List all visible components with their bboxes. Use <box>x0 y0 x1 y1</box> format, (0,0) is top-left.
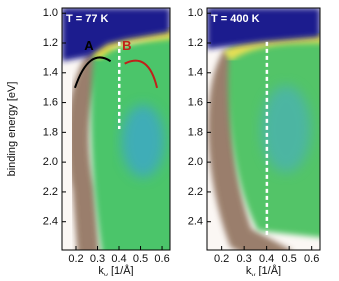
annotation: A <box>84 38 94 53</box>
map-cyan <box>121 104 165 178</box>
y-axis-label: binding energy [eV] <box>6 82 18 177</box>
y-tick-label: 2.0 <box>188 156 203 168</box>
y-tick-label: 2.4 <box>43 216 58 228</box>
band-dark <box>207 49 292 250</box>
panel-title: T = 77 K <box>66 13 109 25</box>
x-axis-label-part: y <box>251 271 255 276</box>
y-tick-label: 1.4 <box>43 67 58 79</box>
x-tick-label: 0.3 <box>90 253 105 265</box>
map-blue <box>207 8 320 50</box>
arc-b <box>124 59 159 89</box>
x-tick-label: 0.6 <box>154 253 169 265</box>
y-tick-label: 2.0 <box>43 156 58 168</box>
x-tick-label: 0.4 <box>111 253 126 265</box>
plot-frame <box>206 7 321 251</box>
plot-frame <box>61 7 171 251</box>
x-axis-label-part: k <box>98 265 104 276</box>
y-tick-label: 1.8 <box>43 126 58 138</box>
x-axis-label-part: [1/Å] <box>255 264 281 276</box>
x-tick-label: 0.6 <box>304 253 319 265</box>
intensity-map <box>62 8 170 250</box>
x-axis-label-part: [1/Å] <box>108 264 134 276</box>
y-tick-label: 1.0 <box>188 7 203 19</box>
y-tick-label: 1.8 <box>188 126 203 138</box>
x-tick-label: 0.5 <box>133 253 148 265</box>
x-tick-label: 0.4 <box>259 253 274 265</box>
intensity-map <box>207 8 320 250</box>
y-tick-label: 1.6 <box>188 96 203 108</box>
x-axis-label: ky [1/Å] <box>246 264 281 276</box>
x-tick-label: 0.5 <box>282 253 297 265</box>
y-tick-label: 2.2 <box>188 186 203 198</box>
x-axis-label-part: k <box>246 265 252 276</box>
y-tick-label: 2.4 <box>188 216 203 228</box>
arc-a <box>74 56 112 89</box>
map-cyan <box>261 85 311 173</box>
panel-title: T = 400 K <box>211 13 260 25</box>
y-tick-label: 1.2 <box>43 37 58 49</box>
x-tick-label: 0.3 <box>236 253 251 265</box>
x-tick-label: 0.2 <box>214 253 229 265</box>
y-tick-label: 1.6 <box>43 96 58 108</box>
map-blue <box>62 8 170 62</box>
annotation: B <box>122 38 131 53</box>
y-tick-label: 1.2 <box>188 37 203 49</box>
x-axis-label-part: y <box>104 271 108 276</box>
y-tick-label: 1.4 <box>188 67 203 79</box>
x-tick-label: 0.2 <box>68 253 83 265</box>
y-tick-label: 2.2 <box>43 186 58 198</box>
y-tick-label: 1.0 <box>43 7 58 19</box>
x-axis-label: ky [1/Å] <box>98 264 133 276</box>
